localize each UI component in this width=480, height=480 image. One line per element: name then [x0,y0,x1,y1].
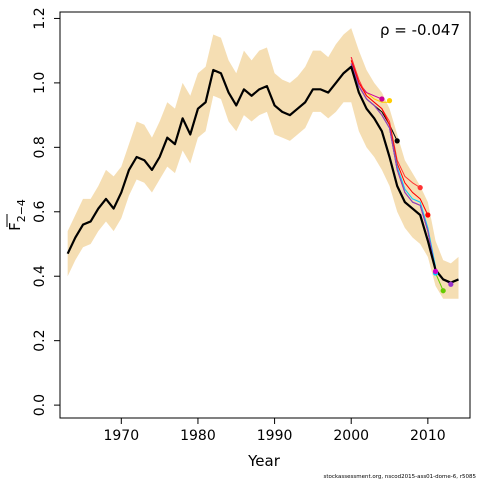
y-tick-label-0.4: 0.4 [32,265,48,287]
x-tick-label-1990: 1990 [257,428,293,444]
series-endpoint-8 [440,288,446,294]
series-endpoint-7 [432,268,439,274]
y-axis: 0.0 0.2 0.4 0.6 0.8 1.0 1.2 [32,7,60,416]
footer-source: stockassessment.org, nscod2015-ass01-dom… [324,474,477,480]
series-line-5 [350,60,429,216]
y-tick-label-1.2: 1.2 [32,7,48,29]
series-line-0 [66,65,459,284]
x-tick-label-1980: 1980 [180,428,216,444]
y-axis-label-main: F [6,222,24,231]
confidence-band-layer [67,28,459,299]
series-endpoint-5 [425,212,431,218]
y-axis-label: F2−4 [6,199,28,231]
x-tick-label-2010: 2010 [410,428,446,444]
y-tick-label-0.2: 0.2 [32,330,48,352]
series-endpoint-4 [417,185,423,191]
series-endpoint-1 [394,138,400,144]
x-tick-label-2000: 2000 [333,428,369,444]
x-tick-label-1970: 1970 [103,428,139,444]
series-layer [66,56,459,291]
y-tick-label-0.8: 0.8 [32,136,48,158]
series-endpoint-2 [386,98,393,104]
y-tick-label-0.6: 0.6 [32,201,48,223]
confidence-band [67,28,459,299]
series-endpoint-9 [448,281,454,287]
series-line-4 [350,56,421,189]
plot-frame [59,11,471,419]
x-axis: 1970 1980 1990 2000 2010 [103,418,446,444]
x-axis-label: Year [247,452,281,470]
y-tick-label-0.0: 0.0 [32,394,48,416]
y-axis-label-group: F2−4 [6,199,28,231]
y-axis-label-subscript: 2−4 [15,199,28,222]
series-endpoint-3 [379,96,385,102]
y-tick-label-1.0: 1.0 [32,72,48,94]
rho-annotation: ρ = -0.047 [380,21,460,39]
endpoint-layer [379,96,454,294]
